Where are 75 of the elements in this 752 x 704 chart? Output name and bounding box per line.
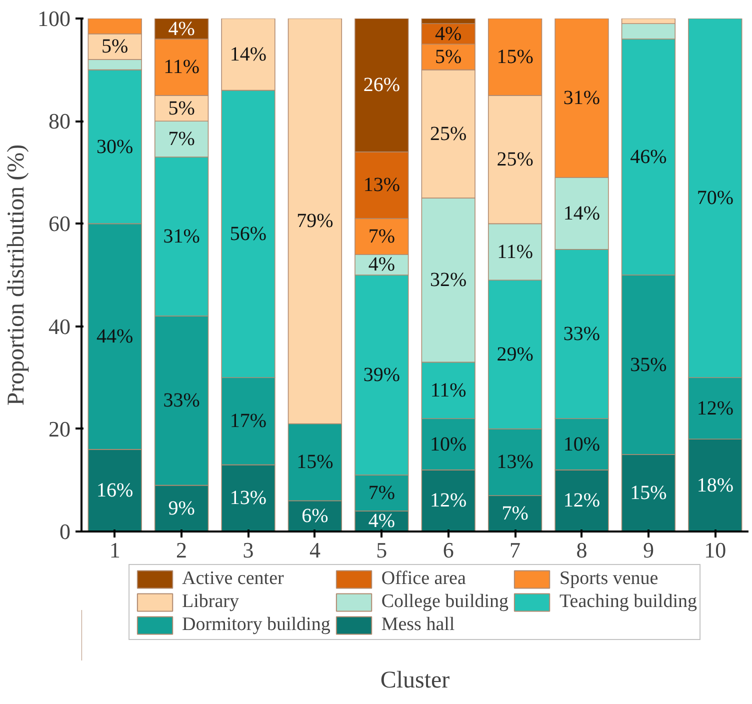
- data-label: 4%: [435, 22, 462, 45]
- data-label: 7%: [502, 502, 528, 525]
- data-label: 33%: [563, 322, 600, 345]
- data-label: 11%: [430, 379, 466, 402]
- x-tick-label: 6: [442, 538, 454, 562]
- data-label: 25%: [496, 148, 534, 171]
- data-label: 46%: [630, 146, 667, 168]
- y-tick-label: 100: [38, 6, 70, 31]
- legend-label: Sports venue: [560, 568, 658, 590]
- data-label: 5%: [168, 97, 195, 120]
- data-label: 30%: [96, 136, 134, 158]
- data-label: 11%: [497, 240, 534, 263]
- data-label: 32%: [430, 269, 467, 292]
- data-label: 14%: [563, 202, 600, 224]
- y-tick-label: 80: [48, 108, 70, 134]
- legend-label: Office area: [381, 568, 466, 590]
- data-label: 10%: [430, 433, 467, 456]
- data-label: 12%: [696, 397, 734, 420]
- x-axis-title: Cluster: [380, 668, 450, 694]
- data-label: 15%: [296, 451, 334, 474]
- y-axis-title: Proportion distribution (%): [4, 144, 30, 406]
- data-label: 9%: [168, 497, 195, 520]
- x-tick-label: 1: [109, 538, 120, 562]
- x-tick-label: 4: [309, 538, 320, 562]
- x-tick-label: 9: [642, 538, 654, 562]
- y-tick-label: 0: [60, 519, 70, 544]
- data-label: 7%: [368, 226, 395, 248]
- legend-label: Mess hall: [381, 614, 455, 636]
- legend-label: Active center: [182, 568, 284, 590]
- x-tick-label: 10: [704, 538, 726, 562]
- data-label: 7%: [368, 482, 395, 504]
- data-label: 13%: [363, 174, 400, 196]
- data-label: 56%: [230, 222, 267, 245]
- data-label: 35%: [630, 354, 667, 376]
- data-label: 18%: [696, 474, 734, 496]
- data-label: 4%: [168, 18, 195, 40]
- x-tick-label: 3: [242, 538, 254, 562]
- data-label: 12%: [430, 490, 467, 512]
- data-label: 6%: [302, 505, 328, 528]
- data-label: 29%: [496, 344, 534, 366]
- x-tick-label: 7: [510, 538, 521, 562]
- data-label: 13%: [496, 451, 534, 474]
- data-label: 10%: [563, 433, 600, 456]
- data-label: 31%: [563, 87, 600, 110]
- legend-label: Teaching building: [560, 591, 697, 613]
- x-tick-label: 2: [176, 538, 188, 562]
- data-label: 31%: [163, 226, 200, 248]
- data-label: 13%: [230, 487, 267, 510]
- data-label: 5%: [102, 36, 128, 58]
- data-label: 44%: [96, 326, 134, 348]
- y-tick-label: 60: [48, 211, 70, 236]
- y-tick-label: 20: [48, 416, 70, 442]
- data-label: 15%: [496, 46, 534, 68]
- data-label: 7%: [168, 128, 195, 150]
- legend-label: Dormitory building: [182, 614, 330, 636]
- data-label: 16%: [96, 479, 134, 502]
- data-label: 4%: [368, 254, 395, 276]
- data-label: 17%: [230, 410, 267, 432]
- x-tick-label: 8: [576, 538, 588, 562]
- data-label: 70%: [696, 187, 734, 210]
- data-label: 15%: [630, 482, 667, 504]
- data-label: 79%: [296, 210, 334, 232]
- data-label: 14%: [230, 43, 267, 66]
- data-label: 4%: [368, 510, 395, 532]
- data-label: 25%: [430, 122, 467, 145]
- data-label: 26%: [363, 74, 400, 96]
- legend-label: College building: [381, 591, 509, 613]
- data-label: 11%: [164, 56, 200, 78]
- data-label: 39%: [363, 364, 400, 386]
- data-label: 33%: [163, 390, 200, 412]
- data-label: 12%: [563, 490, 600, 512]
- x-tick-label: 5: [376, 538, 388, 562]
- y-tick-label: 40: [48, 314, 70, 339]
- legend-label: Library: [182, 591, 240, 613]
- data-label: 5%: [435, 46, 462, 68]
